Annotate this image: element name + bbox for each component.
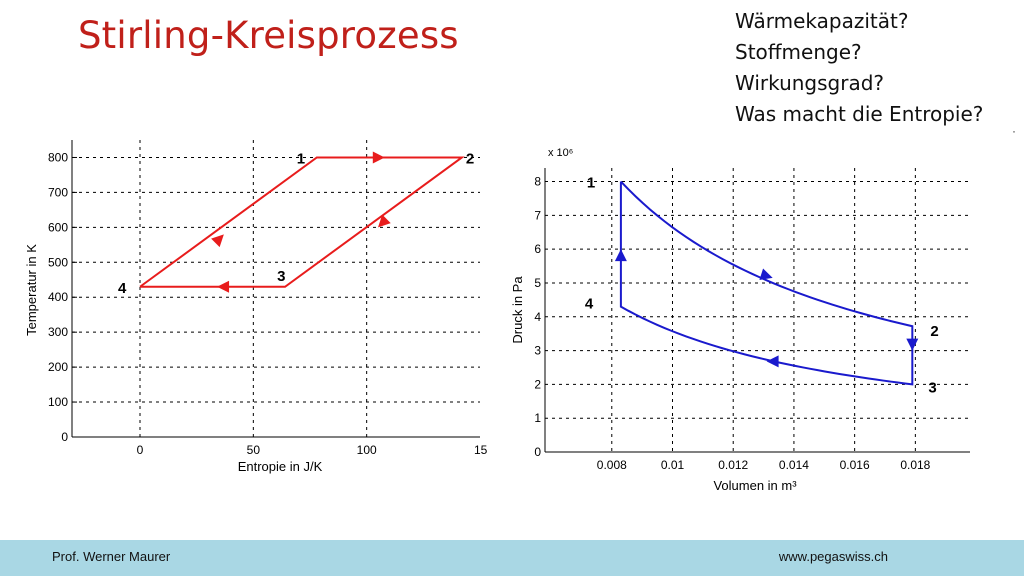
ts-y-tick-label: 0	[61, 430, 68, 444]
pv-y-tick-label: 3	[534, 344, 541, 358]
ts-x-tick-label: 50	[247, 443, 261, 457]
pv-x-tick-label: 0.01	[661, 458, 685, 472]
question-list: Wärmekapazität? Stoffmenge? Wirkungsgrad…	[735, 6, 983, 130]
footer-author: Prof. Werner Maurer	[52, 549, 171, 564]
ts-y-tick-label: 400	[48, 290, 68, 304]
ts-cycle-line	[139, 156, 465, 288]
ts-direction-arrow	[372, 151, 385, 164]
pv-x-axis-label: Volumen in m³	[713, 478, 797, 493]
pv-y-tick-label: 2	[534, 377, 541, 391]
pv-state-label: 3	[928, 379, 936, 396]
ts-x-tick-label-clipped: 15	[474, 443, 488, 457]
ts-y-tick-label: 500	[48, 255, 68, 269]
pv-x-tick-label: 0.012	[718, 458, 748, 472]
pv-x-tick-label: 0.008	[597, 458, 627, 472]
ts-y-tick-label: 100	[48, 395, 68, 409]
pv-diagram-chart: 0 1 2 3 4 5 6 7 8 0.008 0.01 0.012 0.014 0.016 0.018 x …	[510, 147, 970, 493]
question-entropy: Was macht die Entropie?	[735, 102, 984, 126]
pv-y-tick-label: 4	[534, 310, 541, 324]
ts-direction-arrow	[211, 234, 224, 248]
ts-direction-arrow	[217, 280, 230, 293]
footer-website: www.pegaswiss.ch	[778, 549, 888, 564]
pv-state-label: 1	[587, 175, 595, 192]
ts-x-tick-label: 0	[137, 443, 144, 457]
pv-direction-arrow	[759, 268, 773, 280]
pv-state-label: 2	[930, 323, 938, 340]
question-amount-of-substance: Stoffmenge?	[735, 40, 862, 64]
ts-state-label: 3	[277, 268, 285, 285]
pv-x-tick-label: 0.014	[779, 458, 809, 472]
ts-y-tick-label: 200	[48, 360, 68, 374]
ts-y-tick-label: 800	[48, 150, 68, 164]
ts-state-label: 2	[466, 150, 474, 167]
pv-direction-arrow	[766, 355, 779, 368]
question-efficiency: Wirkungsgrad?	[735, 71, 885, 95]
pv-direction-arrow	[614, 249, 627, 262]
pv-y-tick-label: 7	[534, 208, 541, 222]
pv-x-tick-label: 0.016	[840, 458, 870, 472]
ts-state-label: 1	[297, 150, 305, 167]
stray-mark: ·	[1012, 124, 1016, 138]
ts-diagram-chart: 0 100 200 300 400 500 600 700 800 0 50 100 15 Entropi…	[24, 140, 488, 474]
ts-y-tick-label: 700	[48, 185, 68, 199]
pv-y-tick-label: 5	[534, 276, 541, 290]
pv-y-tick-label: 8	[534, 175, 541, 189]
ts-y-axis-label: Temperatur in K	[24, 244, 39, 336]
question-heat-capacity: Wärmekapazität?	[735, 9, 909, 33]
pv-state-label: 4	[585, 296, 594, 313]
pv-cycle-line	[619, 180, 914, 386]
ts-direction-arrow	[378, 214, 391, 228]
ts-state-label: 4	[118, 280, 127, 297]
ts-y-tick-label: 300	[48, 325, 68, 339]
ts-x-tick-label: 100	[357, 443, 377, 457]
pv-y-tick-label: 1	[534, 411, 541, 425]
slide-title: Stirling-Kreisprozess	[78, 14, 459, 57]
pv-y-tick-label: 0	[534, 445, 541, 459]
ts-x-axis-label: Entropie in J/K	[238, 459, 323, 474]
pv-y-axis-label: Druck in Pa	[510, 276, 525, 344]
pv-y-scale-label: x 10⁶	[548, 147, 573, 159]
pv-direction-arrow	[906, 338, 919, 351]
footer-bar: Prof. Werner Maurer www.pegaswiss.ch	[0, 540, 1024, 576]
ts-y-tick-label: 600	[48, 220, 68, 234]
pv-y-tick-label: 6	[534, 242, 541, 256]
pv-x-tick-label: 0.018	[900, 458, 930, 472]
